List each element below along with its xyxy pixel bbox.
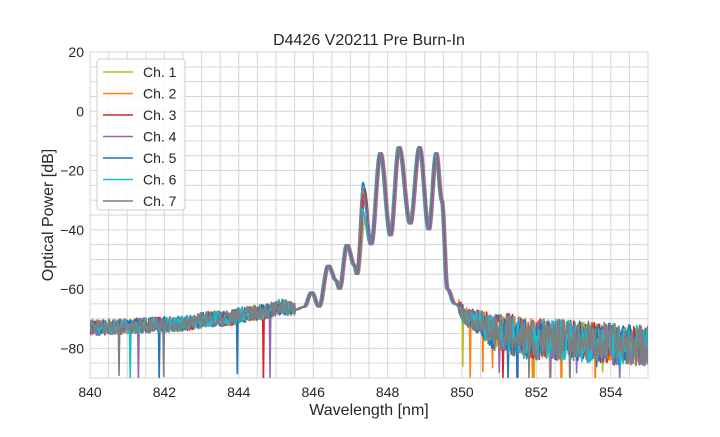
- legend: Ch. 1 Ch. 2 Ch. 3 Ch. 4 Ch. 5 Ch. 6 Ch. 7: [96, 58, 186, 211]
- series-lines: [90, 146, 648, 378]
- x-tick-label: 840: [78, 384, 102, 400]
- y-tick-label: 20: [68, 44, 84, 60]
- legend-label-ch2: Ch. 2: [143, 86, 177, 102]
- x-tick-label: 848: [376, 384, 400, 400]
- x-tick-label: 844: [227, 384, 251, 400]
- legend-label-ch5: Ch. 5: [143, 150, 177, 166]
- y-tick-label: −40: [60, 222, 84, 238]
- legend-label-ch6: Ch. 6: [143, 172, 177, 188]
- x-tick-label: 846: [302, 384, 326, 400]
- legend-label-ch4: Ch. 4: [143, 129, 177, 145]
- legend-label-ch7: Ch. 7: [143, 193, 177, 209]
- y-tick-label: −80: [60, 340, 84, 356]
- x-axis-label: Wavelength [nm]: [309, 402, 428, 419]
- y-axis-label: Optical Power [dB]: [40, 149, 57, 282]
- series-line-ch7: [90, 146, 648, 378]
- x-tick-label: 850: [450, 384, 474, 400]
- y-tick-label: 0: [76, 103, 84, 119]
- legend-label-ch1: Ch. 1: [143, 64, 177, 80]
- y-tick-label: −60: [60, 281, 84, 297]
- y-tick-labels: 20 0 −20 −40 −60 −80: [60, 44, 84, 356]
- legend-label-ch3: Ch. 3: [143, 107, 177, 123]
- x-tick-labels: 840 842 844 846 848 850 852 854: [78, 384, 622, 400]
- x-tick-label: 842: [153, 384, 177, 400]
- chart-title: D4426 V20211 Pre Burn-In: [273, 32, 465, 49]
- x-tick-label: 854: [599, 384, 623, 400]
- legend-box: [96, 58, 186, 211]
- x-tick-label: 852: [525, 384, 549, 400]
- y-tick-label: −20: [60, 163, 84, 179]
